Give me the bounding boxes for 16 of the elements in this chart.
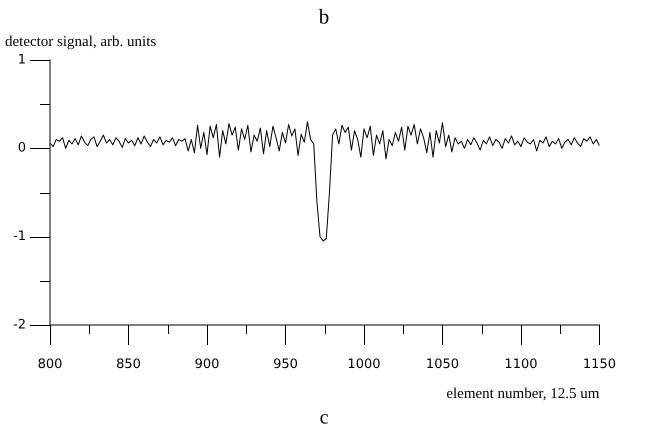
x-tick-label: 850 bbox=[116, 357, 141, 372]
y-tick-label: 1 bbox=[18, 52, 26, 68]
x-tick-label: 1150 bbox=[582, 357, 616, 372]
chart-title: b bbox=[318, 4, 330, 29]
x-tick-label: 1050 bbox=[426, 357, 460, 372]
y-tick-label: 0 bbox=[18, 140, 26, 156]
x-tick-label: 1000 bbox=[347, 357, 381, 372]
x-axis-title: element number, 12.5 um bbox=[446, 386, 600, 402]
y-tick-label: -2 bbox=[13, 317, 26, 332]
x-tick-label: 950 bbox=[273, 357, 298, 372]
x-tick-label: 800 bbox=[38, 357, 62, 372]
x-tick-label: 900 bbox=[194, 357, 220, 372]
y-tick-label: -1 bbox=[13, 229, 26, 244]
text: c bbox=[320, 406, 329, 428]
x-tick-label: 1100 bbox=[504, 357, 538, 372]
y-axis-title: detector signal, arb. units bbox=[5, 34, 156, 50]
